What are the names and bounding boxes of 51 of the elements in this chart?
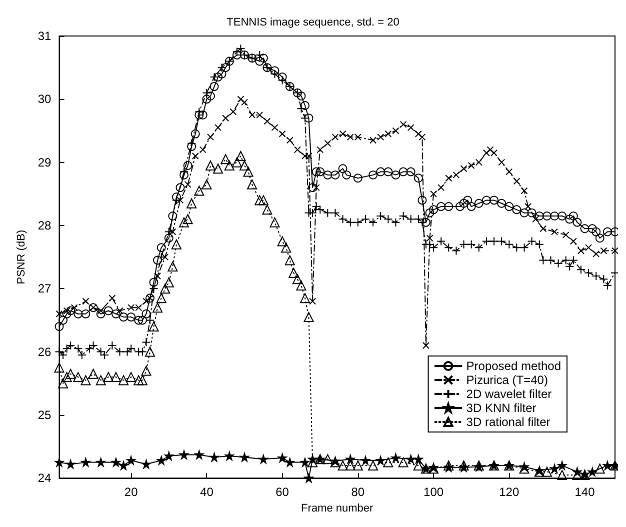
point	[300, 458, 310, 467]
point	[54, 458, 64, 467]
point	[602, 460, 612, 470]
legend-label: 2D wavelet filter	[466, 387, 552, 401]
x-tick-label: 120	[499, 485, 520, 500]
point	[360, 456, 370, 465]
point	[550, 464, 560, 474]
point	[156, 456, 166, 465]
point	[391, 453, 400, 462]
point	[126, 456, 136, 465]
legend-label: Pizurica (T=40)	[466, 373, 548, 387]
point	[558, 460, 567, 470]
legend-label: 3D KNN filter	[466, 401, 536, 415]
point	[180, 450, 189, 460]
x-tick-label: 80	[351, 485, 365, 500]
y-tick-label: 26	[38, 344, 52, 359]
x-tick-label: 40	[200, 485, 214, 500]
point	[285, 458, 294, 467]
point	[119, 460, 128, 470]
x-tick-label: 60	[276, 485, 290, 500]
point	[142, 460, 151, 469]
point	[376, 456, 386, 465]
y-axis-title: PSNR (dB)	[16, 230, 28, 284]
point	[304, 474, 314, 483]
y-tick-label: 24	[38, 471, 52, 486]
point	[240, 452, 249, 462]
y-tick-label: 30	[38, 92, 52, 106]
point	[278, 453, 287, 462]
y-tick-label: 25	[38, 408, 52, 422]
point	[194, 450, 204, 460]
point	[66, 460, 76, 469]
point	[588, 467, 597, 476]
point	[210, 452, 219, 462]
chart-title: TENNIS image sequence, std. = 20	[226, 16, 400, 28]
y-tick-label: 27	[38, 282, 52, 296]
x-tick-label: 140	[574, 485, 596, 500]
y-tick-label: 28	[38, 218, 52, 232]
x-axis-title: Frame number	[301, 502, 374, 514]
legend-label: 3D rational filter	[466, 415, 550, 429]
point	[111, 458, 120, 467]
y-tick-label: 29	[38, 155, 52, 170]
x-tick-label: 20	[124, 485, 138, 500]
point	[224, 451, 234, 460]
point	[258, 454, 268, 464]
x-tick-label: 100	[424, 485, 444, 500]
point	[81, 458, 90, 467]
legend-label: Proposed method	[466, 359, 562, 373]
point	[96, 458, 106, 467]
y-tick-label: 31	[38, 29, 52, 43]
point	[164, 451, 174, 460]
point	[406, 454, 416, 464]
